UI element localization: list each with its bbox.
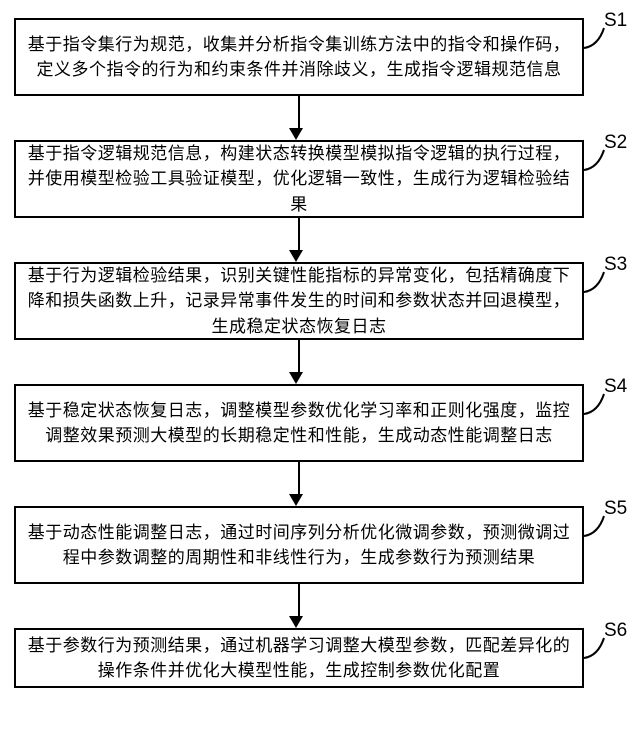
flowchart-container: 基于指令集行为规范，收集并分析指令集训练方法中的指令和操作码，定义多个指令的行为… [0,0,642,742]
step-text: 基于动态性能调整日志，通过时间序列分析优化微调参数，预测微调过程中参数调整的周期… [26,520,572,571]
step-text: 基于指令逻辑规范信息，构建状态转换模型模拟指令逻辑的执行过程，并使用模型检验工具… [26,141,572,218]
step-text: 基于参数行为预测结果，通过机器学习调整大模型参数，匹配差异化的操作条件并优化大模… [26,633,572,684]
arrow-s1-s2 [295,96,303,140]
step-text: 基于行为逻辑检验结果，识别关键性能指标的异常变化，包括精确度下降和损失函数上升，… [26,263,572,340]
curve-connector-s3 [584,268,614,298]
step-box-s2: 基于指令逻辑规范信息，构建状态转换模型模拟指令逻辑的执行过程，并使用模型检验工具… [14,140,584,218]
curve-connector-s5 [584,512,614,542]
step-box-s3: 基于行为逻辑检验结果，识别关键性能指标的异常变化，包括精确度下降和损失函数上升，… [14,262,584,340]
step-box-s4: 基于稳定状态恢复日志，调整模型参数优化学习率和正则化强度，监控调整效果预测大模型… [14,384,584,462]
step-box-s5: 基于动态性能调整日志，通过时间序列分析优化微调参数，预测微调过程中参数调整的周期… [14,506,584,584]
curve-connector-s2 [584,146,614,176]
step-box-s6: 基于参数行为预测结果，通过机器学习调整大模型参数，匹配差异化的操作条件并优化大模… [14,628,584,688]
curve-connector-s1 [584,24,614,54]
curve-connector-s6 [584,634,614,664]
step-text: 基于指令集行为规范，收集并分析指令集训练方法中的指令和操作码，定义多个指令的行为… [26,32,572,83]
arrow-s2-s3 [295,218,303,262]
step-text: 基于稳定状态恢复日志，调整模型参数优化学习率和正则化强度，监控调整效果预测大模型… [26,398,572,449]
arrow-s4-s5 [295,462,303,506]
curve-connector-s4 [584,390,614,420]
step-box-s1: 基于指令集行为规范，收集并分析指令集训练方法中的指令和操作码，定义多个指令的行为… [14,18,584,96]
arrow-s5-s6 [295,584,303,628]
arrow-s3-s4 [295,340,303,384]
